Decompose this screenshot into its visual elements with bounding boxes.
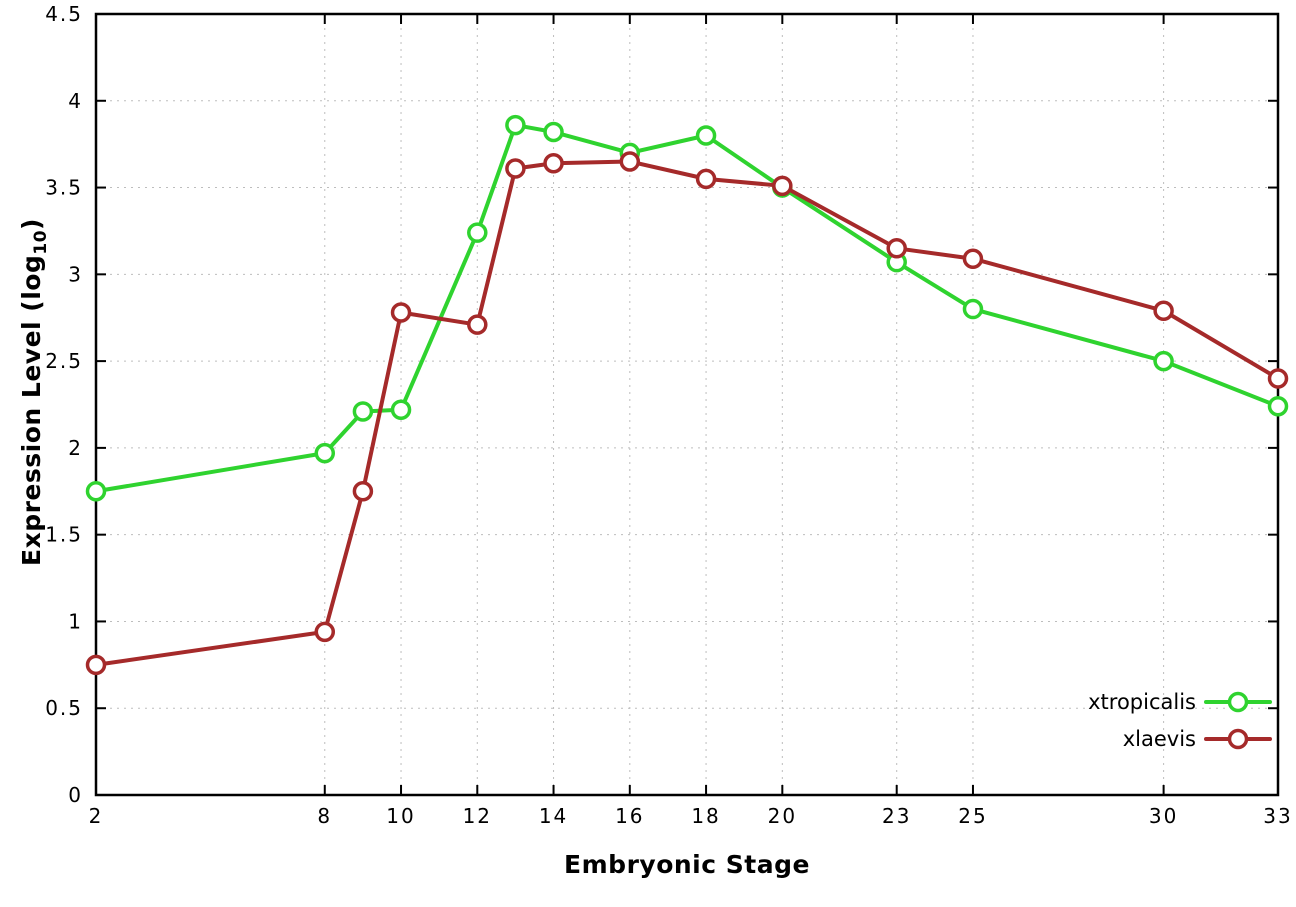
legend-entry-xtropicalis: xtropicalis: [1088, 690, 1272, 714]
x-tick-label: 33: [1263, 804, 1292, 828]
legend-label: xtropicalis: [1088, 690, 1196, 714]
data-point-marker: [467, 222, 488, 243]
data-point-marker: [886, 238, 907, 259]
x-tick-label: 2: [89, 804, 104, 828]
legend-label: xlaevis: [1123, 727, 1196, 751]
grid-lines: [95, 13, 1279, 796]
y-axis-title-text: Expression Level (log: [17, 254, 46, 566]
data-point-marker: [772, 175, 793, 197]
data-point-marker: [543, 153, 564, 174]
x-axis-title: Embryonic Stage: [564, 850, 810, 879]
y-axis-title-subscript: 10: [31, 229, 51, 255]
data-point-marker: [505, 158, 526, 179]
data-point-marker: [695, 168, 717, 190]
data-point-marker: [352, 401, 374, 422]
data-point-marker: [962, 298, 984, 320]
x-tick-label: 12: [463, 804, 492, 828]
data-point-marker: [390, 302, 412, 323]
data-point-marker: [1267, 368, 1289, 389]
x-tick-label: 25: [958, 804, 987, 828]
y-axis-title-close-paren: ): [17, 218, 46, 230]
x-tick-label: 14: [539, 804, 568, 828]
data-point-marker: [467, 314, 488, 335]
x-tick-label: 23: [882, 804, 911, 828]
data-point-marker: [1153, 300, 1174, 322]
series-xlaevis: [85, 151, 1289, 676]
data-point-marker: [695, 125, 717, 146]
data-point-marker: [543, 121, 564, 143]
x-tick-label: 8: [317, 804, 332, 828]
y-axis-title: Expression Level (log10): [17, 218, 51, 566]
legend-entry-xlaevis: xlaevis: [1123, 727, 1272, 751]
data-point-marker: [390, 399, 412, 420]
y-tick-label: 3.5: [45, 176, 83, 200]
x-tick-label: 20: [768, 804, 797, 828]
data-point-marker: [1267, 395, 1289, 417]
y-tick-label: 2.5: [45, 349, 83, 373]
y-tick-label: 4: [68, 89, 83, 113]
x-tick-labels: 2 8 10 12 14 16 18 20 23 25 30 33: [89, 804, 1292, 828]
plot-border: [94, 12, 1280, 797]
data-point-marker: [619, 151, 641, 172]
x-tick-label: 18: [691, 804, 720, 828]
data-point-marker: [352, 481, 374, 502]
y-tick-label: 1: [68, 609, 83, 633]
y-tick-label: 0.5: [45, 696, 83, 720]
x-tick-label: 16: [615, 804, 644, 828]
y-tick-label: 0: [68, 783, 83, 807]
data-point-marker: [85, 481, 107, 502]
legend-marker-sample: [1227, 728, 1249, 750]
tick-marks: [95, 13, 1279, 796]
legend: xtropicalis xlaevis: [1088, 690, 1272, 751]
data-point-marker: [505, 114, 526, 136]
data-point-marker: [314, 621, 336, 643]
y-tick-label: 3: [68, 262, 83, 286]
y-tick-label: 2: [68, 436, 83, 460]
series-line-xlaevis: [94, 159, 1280, 667]
y-tick-label: 4.5: [45, 2, 83, 26]
series-xtropicalis: [85, 114, 1289, 502]
series-line-xtropicalis: [94, 123, 1280, 494]
data-point-marker: [85, 654, 107, 676]
data-point-marker: [962, 248, 984, 269]
data-point-marker: [1153, 350, 1174, 372]
y-tick-labels: 0 0.5 1 1.5 2 2.5 3 3.5 4 4.5: [45, 2, 83, 807]
x-tick-label: 30: [1149, 804, 1178, 828]
data-point-marker: [314, 442, 336, 464]
x-tick-label: 10: [386, 804, 415, 828]
legend-marker-sample: [1227, 691, 1249, 713]
y-tick-label: 1.5: [45, 523, 83, 547]
